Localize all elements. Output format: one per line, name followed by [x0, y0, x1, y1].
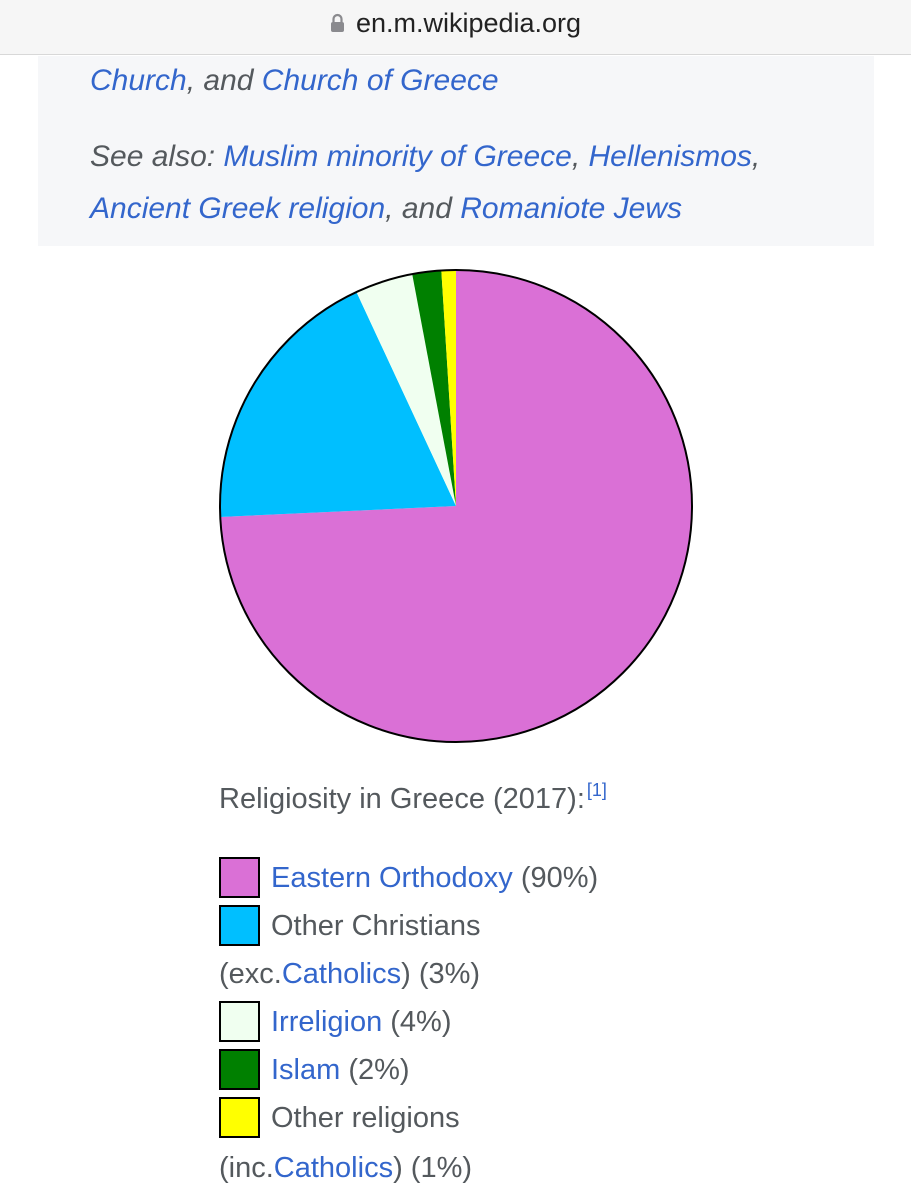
- url-text: en.m.wikipedia.org: [355, 8, 582, 38]
- legend-swatch: [219, 1000, 260, 1042]
- pie-outline: [219, 269, 693, 743]
- legend-item-other-christians: Other Christians: [219, 904, 481, 948]
- chart-caption: Religiosity in Greece (2017): [1]: [219, 780, 607, 816]
- legend-percent: (2%): [340, 1054, 410, 1086]
- link-muslim-minority-of-greece[interactable]: Muslim minority of Greece: [223, 140, 572, 173]
- link-hellenismos[interactable]: Hellenismos: [588, 140, 752, 173]
- see-also-line-1: See also: Muslim minority of Greece, Hel…: [90, 140, 760, 174]
- caption-text: Religiosity in Greece (2017):: [219, 783, 585, 815]
- pie-slice-islam: [412, 270, 456, 506]
- see-also-prefix: See also:: [90, 140, 224, 173]
- legend-item-other-religions: Other religions: [219, 1096, 460, 1140]
- religion-pie-chart: [218, 268, 694, 744]
- url-display[interactable]: en.m.wikipedia.org: [0, 8, 911, 39]
- link-church[interactable]: Church: [90, 64, 187, 97]
- legend-swatch: [219, 904, 260, 946]
- legend-item-other-religions-cont: (inc.Catholics) (1%): [219, 1146, 472, 1190]
- see-also-line-2: Ancient Greek religion, and Romaniote Je…: [90, 192, 682, 226]
- link-catholics[interactable]: Catholics: [281, 958, 402, 990]
- legend-swatch: [219, 1048, 260, 1090]
- legend-label: (exc.: [219, 958, 282, 990]
- link-romaniote-jews[interactable]: Romaniote Jews: [460, 192, 682, 225]
- pie-slice-other-religions-inc-catholics: [441, 270, 456, 506]
- legend-item-irreligion: Irreligion (4%): [219, 1000, 452, 1044]
- link-ancient-greek-religion[interactable]: Ancient Greek religion: [90, 192, 386, 225]
- legend-percent: (4%): [382, 1006, 452, 1038]
- hatnote-box: Church, and Church of Greece See also: M…: [38, 56, 874, 246]
- legend-percent: ) (1%): [393, 1152, 473, 1184]
- legend-percent: ) (3%): [401, 958, 481, 990]
- browser-url-bar[interactable]: en.m.wikipedia.org: [0, 0, 911, 55]
- link-irreligion[interactable]: Irreligion: [271, 1006, 383, 1038]
- pie-slice-irreligion: [356, 274, 456, 506]
- see-also-separator: , and: [385, 192, 461, 225]
- see-also-separator: ,: [751, 140, 761, 173]
- link-islam[interactable]: Islam: [271, 1054, 341, 1086]
- link-catholics-2[interactable]: Catholics: [273, 1152, 394, 1184]
- hatnote-line-main: Church, and Church of Greece: [90, 64, 499, 98]
- lock-icon: [330, 13, 344, 32]
- see-also-separator: ,: [571, 140, 589, 173]
- legend-item-other-christians-cont: (exc.Catholics) (3%): [219, 952, 480, 996]
- pie-chart-svg: [219, 269, 693, 743]
- legend-item-islam: Islam (2%): [219, 1048, 410, 1092]
- legend-label: Other Christians: [271, 910, 481, 942]
- legend-label: Other religions: [271, 1102, 460, 1134]
- pie-slice-eastern-orthodoxy: [220, 270, 692, 742]
- legend-swatch: [219, 1096, 260, 1138]
- pie-slice-other-christians-exc-catholics: [220, 292, 456, 518]
- link-church-of-greece[interactable]: Church of Greece: [261, 64, 499, 97]
- legend-swatch: [219, 856, 260, 898]
- legend-item-eastern-orthodoxy: Eastern Orthodoxy (90%): [219, 856, 598, 900]
- hatnote-separator: , and: [186, 64, 262, 97]
- link-eastern-orthodoxy[interactable]: Eastern Orthodoxy: [271, 862, 513, 894]
- legend-label: (inc.: [219, 1152, 274, 1184]
- legend-percent: (90%): [512, 862, 599, 894]
- reference-link[interactable]: [1]: [586, 780, 607, 800]
